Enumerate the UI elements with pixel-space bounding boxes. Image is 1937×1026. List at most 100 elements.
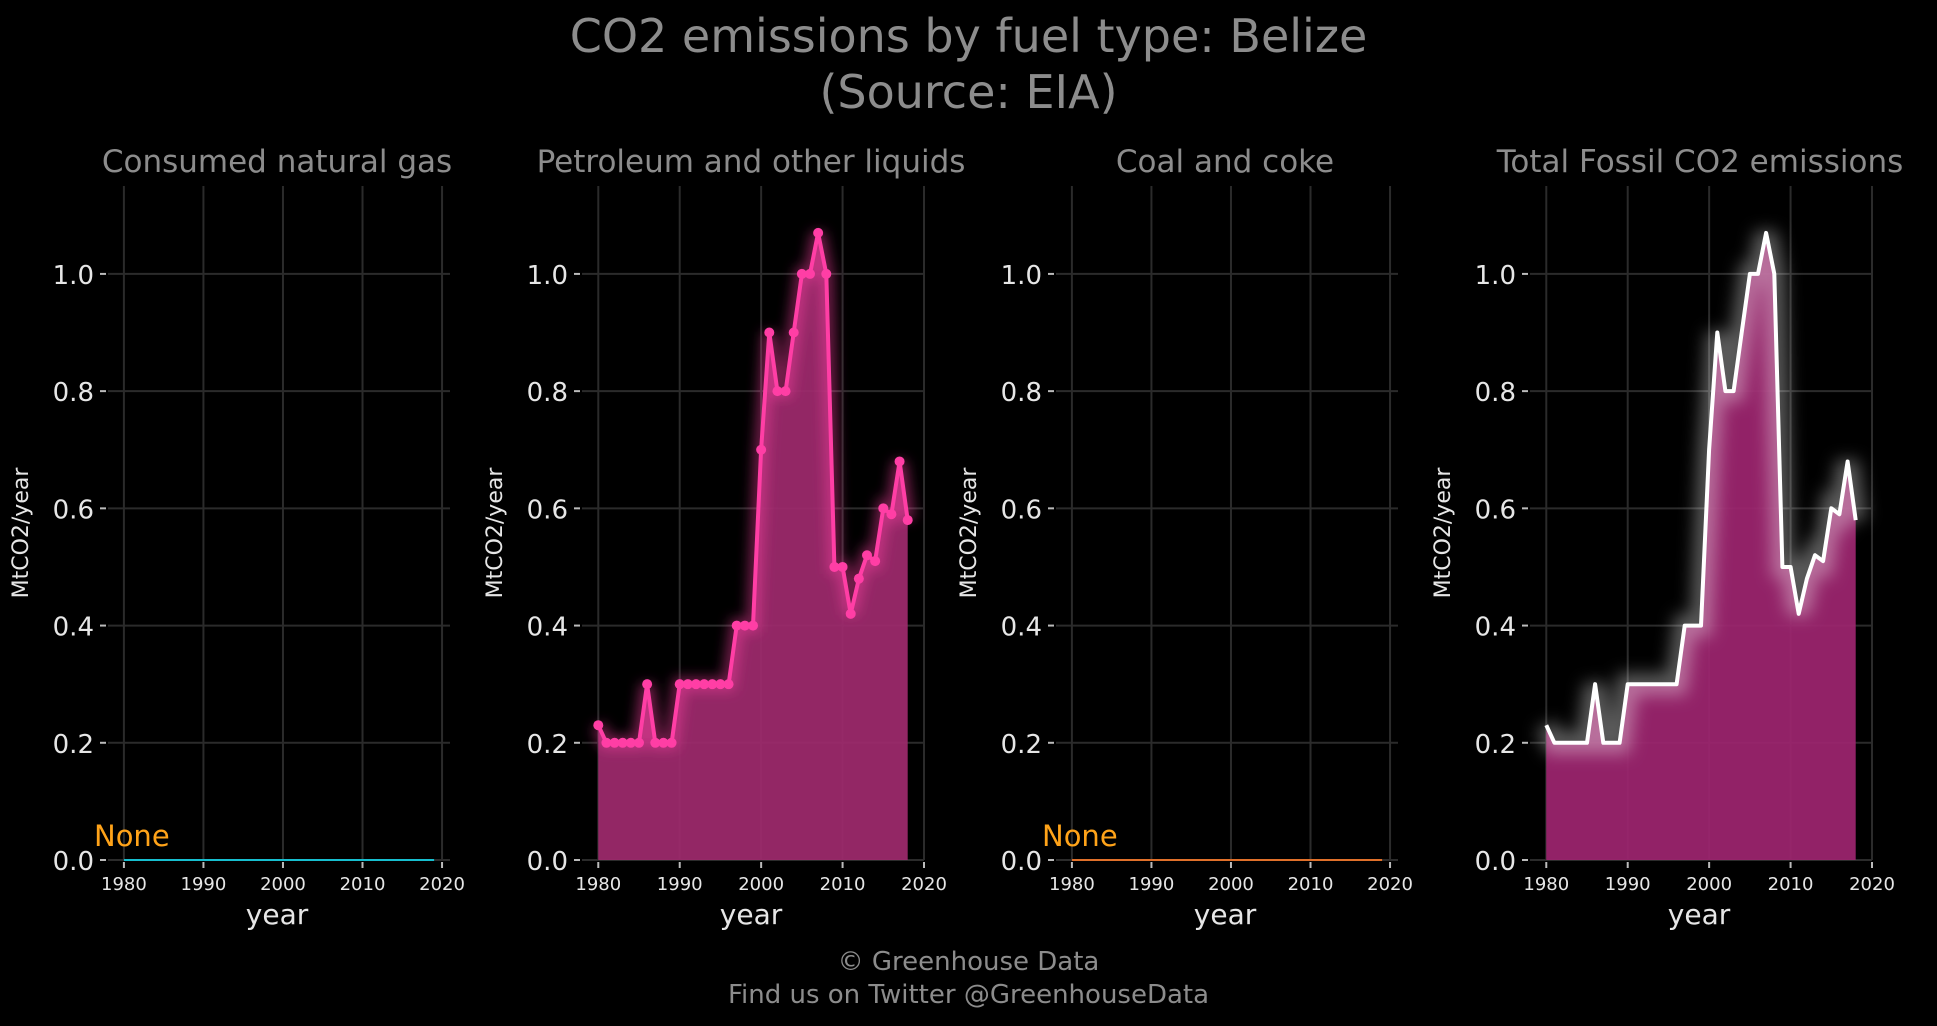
footer-copyright: © Greenhouse Data xyxy=(837,947,1100,977)
y-tick-label: 1.0 xyxy=(53,261,94,291)
y-tick-label: 1.0 xyxy=(527,261,568,291)
data-point xyxy=(634,737,644,748)
data-point xyxy=(780,386,791,397)
y-tick-label: 0.4 xyxy=(1475,613,1516,643)
x-tick-label: 2020 xyxy=(1367,874,1413,895)
y-tick-label: 0.0 xyxy=(1001,847,1042,877)
x-tick-label: 2010 xyxy=(1768,874,1814,895)
subplot-title: Total Fossil CO2 emissions xyxy=(1496,144,1904,180)
y-tick-label: 0.8 xyxy=(527,378,568,408)
x-axis-label: year xyxy=(720,898,783,931)
y-tick-label: 0.6 xyxy=(527,495,568,525)
y-tick-label: 0.6 xyxy=(53,495,94,525)
subplot-title: Coal and coke xyxy=(1116,144,1334,180)
y-tick-label: 0.0 xyxy=(527,847,568,877)
y-tick-label: 0.4 xyxy=(53,613,94,643)
x-tick-label: 2000 xyxy=(738,874,784,895)
data-point xyxy=(601,737,612,748)
data-point xyxy=(878,503,889,514)
y-tick-label: 0.8 xyxy=(53,378,94,408)
data-point xyxy=(813,227,824,238)
x-tick-label: 2000 xyxy=(1686,874,1732,895)
x-axis-label: year xyxy=(1668,898,1731,931)
x-tick-label: 2010 xyxy=(1288,874,1334,895)
x-tick-label: 1980 xyxy=(575,874,621,895)
data-point xyxy=(739,620,750,631)
data-point xyxy=(642,679,653,690)
data-point xyxy=(625,737,636,748)
x-tick-label: 1980 xyxy=(1523,874,1569,895)
y-tick-label: 0.2 xyxy=(53,730,94,760)
x-tick-label: 1980 xyxy=(1049,874,1095,895)
data-point xyxy=(699,679,710,690)
y-axis-label: MtCO2/year xyxy=(483,467,508,599)
chart-title: CO2 emissions by fuel type: Belize xyxy=(569,9,1368,63)
y-tick-label: 0.2 xyxy=(527,730,568,760)
panel-3: Coal and coke 0.0 0.2 0.4 0.6 0.8 1.0 1980 1990 2… xyxy=(957,144,1413,931)
data-point xyxy=(772,386,783,397)
y-tick-label: 0.0 xyxy=(1475,847,1516,877)
series-area xyxy=(1546,232,1856,860)
panel-4: Total Fossil CO2 emissions 0.0 0.2 0.4 0.6 0.… xyxy=(1431,144,1903,931)
data-point xyxy=(902,515,913,526)
panel-2: Petroleum and other liquids 0.0 0.2 0.4 0.6 0… xyxy=(483,144,965,931)
x-tick-label: 1990 xyxy=(1129,874,1175,895)
data-point xyxy=(748,620,758,631)
data-point xyxy=(805,268,815,279)
data-point xyxy=(894,456,905,467)
data-point xyxy=(715,679,726,690)
subplot-title: Consumed natural gas xyxy=(102,144,452,180)
data-point xyxy=(764,327,775,338)
data-point xyxy=(723,679,734,690)
x-tick-label: 2010 xyxy=(340,874,386,895)
data-point xyxy=(788,327,799,338)
data-point xyxy=(853,573,864,584)
x-tick-label: 1980 xyxy=(101,874,147,895)
x-tick-label: 2020 xyxy=(901,874,947,895)
data-point xyxy=(691,679,701,690)
y-tick-label: 0.4 xyxy=(527,613,568,643)
none-label: None xyxy=(94,819,170,853)
x-axis-label: year xyxy=(246,898,309,931)
x-tick-label: 1990 xyxy=(181,874,227,895)
y-tick-label: 0.6 xyxy=(1001,495,1042,525)
y-tick-label: 0.0 xyxy=(53,847,94,877)
x-tick-label: 2000 xyxy=(260,874,306,895)
y-tick-label: 0.2 xyxy=(1001,730,1042,760)
data-point xyxy=(609,737,620,748)
data-point xyxy=(658,737,669,748)
data-point xyxy=(862,550,872,561)
x-tick-label: 2020 xyxy=(1849,874,1895,895)
series-area xyxy=(598,232,908,860)
x-axis-label: year xyxy=(1194,898,1257,931)
y-axis-label: MtCO2/year xyxy=(9,467,34,599)
data-point xyxy=(617,737,628,748)
none-label: None xyxy=(1042,819,1118,853)
data-point xyxy=(829,561,840,572)
x-tick-label: 2000 xyxy=(1208,874,1254,895)
data-point xyxy=(650,737,661,748)
data-point xyxy=(756,444,767,455)
series-line xyxy=(1544,230,1858,745)
y-tick-label: 0.8 xyxy=(1475,378,1516,408)
data-point xyxy=(886,509,897,520)
data-point xyxy=(821,268,832,279)
y-tick-label: 0.6 xyxy=(1475,495,1516,525)
data-point xyxy=(837,561,848,572)
x-tick-label: 2010 xyxy=(820,874,866,895)
y-axis-label: MtCO2/year xyxy=(1431,467,1456,599)
x-tick-label: 1990 xyxy=(657,874,703,895)
data-point xyxy=(593,720,604,731)
footer-twitter: Find us on Twitter @GreenhouseData xyxy=(727,980,1210,1010)
panel-1: Consumed natural gas 0.0 0.2 0.4 0.6 0.8 1.0 19… xyxy=(9,144,465,931)
data-point xyxy=(682,679,693,690)
data-point xyxy=(731,620,742,631)
data-point xyxy=(707,679,718,690)
y-tick-label: 0.8 xyxy=(1001,378,1042,408)
data-point xyxy=(666,737,677,748)
data-point xyxy=(870,556,881,567)
x-tick-label: 2020 xyxy=(419,874,465,895)
chart-source: (Source: EIA) xyxy=(819,65,1118,119)
data-point xyxy=(674,679,685,690)
